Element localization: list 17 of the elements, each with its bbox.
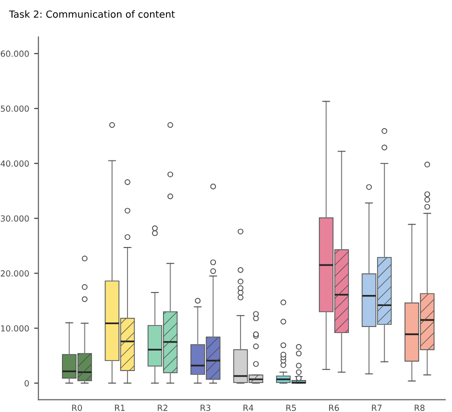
y-tick-label: 60.000 [0, 50, 29, 57]
x-tick-label: R8 [414, 404, 425, 411]
x-tick-label: R1 [115, 404, 125, 411]
y-tick-label: 0 [24, 380, 29, 386]
x-tick-label: R4 [244, 404, 254, 411]
x-tick-label: R2 [158, 404, 168, 411]
x-tick-label: R7 [372, 404, 382, 411]
x-tick-label: R5 [286, 404, 296, 411]
x-tick-label: R3 [200, 404, 210, 411]
y-tick-label: 50.000 [0, 105, 29, 112]
y-tick-label: 20.000 [0, 270, 29, 277]
y-tick-label: 10.000 [1, 325, 29, 332]
x-tick-label: R6 [329, 404, 339, 411]
y-tick-label: 40.000 [0, 160, 29, 167]
chart-title: Task 2: Communication of content [9, 10, 175, 18]
y-tick-label: 30.000 [0, 215, 29, 222]
x-tick-label: R0 [72, 404, 82, 411]
